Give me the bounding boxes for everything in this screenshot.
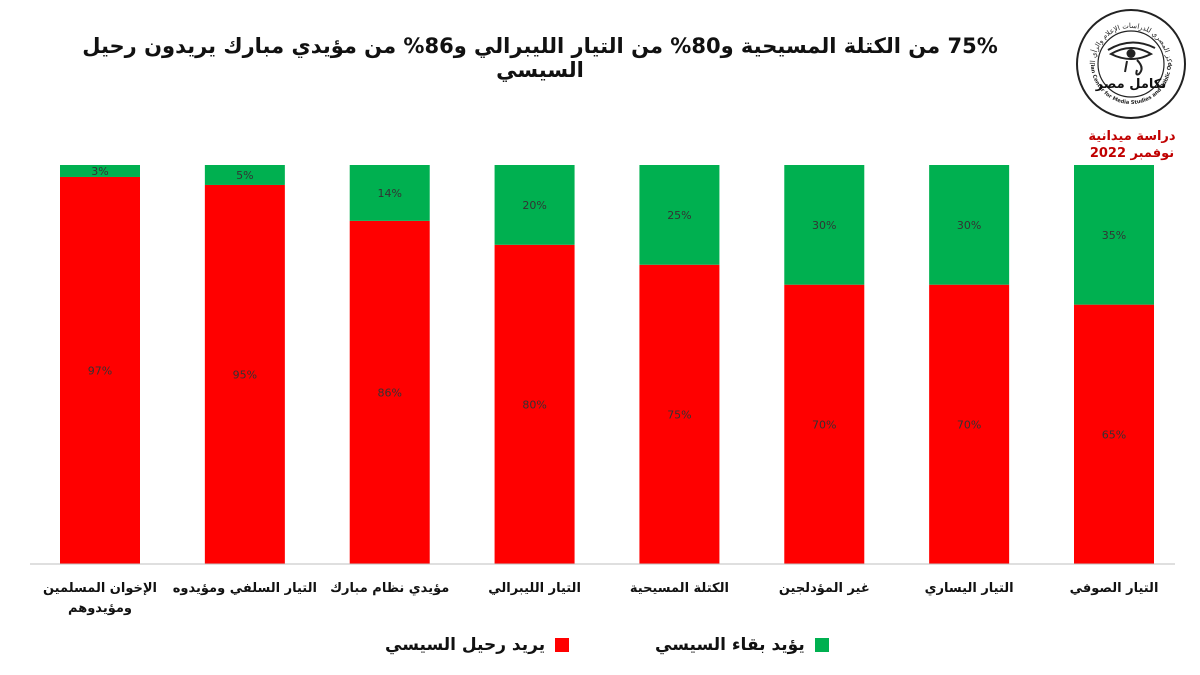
legend-item-leave: يريد رحيل السيسي: [385, 632, 570, 658]
bar-stay-2: [784, 165, 865, 285]
legend-item-stay: يؤيد بقاء السيسي: [655, 632, 829, 658]
data-label-stay-1: 30%: [957, 219, 981, 232]
eye-of-horus-icon: [1107, 41, 1156, 76]
data-label-stay-6: 5%: [236, 169, 253, 182]
category-label-7: الإخوان المسلمين ومؤيدوهم: [43, 581, 157, 616]
category-label-4: التيار الليبرالي: [488, 581, 581, 596]
legend-label-leave: يريد رحيل السيسي: [385, 635, 546, 655]
bar-stay-5: [349, 165, 430, 221]
study-date: نوفمبر 2022: [1089, 146, 1175, 161]
category-label-2: غير المؤدلجين: [779, 581, 870, 596]
data-label-stay-7: 3%: [91, 165, 108, 178]
study-note: دراسة ميدانية نوفمبر 2022: [1080, 128, 1184, 162]
category-label-6: التيار السلفي ومؤيدوه: [173, 581, 317, 596]
data-label-leave-6: 95%: [233, 368, 257, 381]
bar-leave-0: [1074, 304, 1154, 564]
data-label-leave-5: 86%: [377, 386, 401, 399]
bar-stay-7: [60, 165, 140, 177]
bar-stay-4: [494, 165, 575, 245]
bar-leave-3: [639, 264, 720, 564]
data-label-leave-3: 75%: [667, 408, 691, 421]
study-type: دراسة ميدانية: [1088, 129, 1176, 144]
category-label-5: مؤيدي نظام مبارك: [330, 581, 449, 596]
data-label-stay-0: 35%: [1102, 229, 1126, 242]
page-title: 75% من الكتلة المسيحية و80% من التيار ال…: [82, 34, 998, 82]
center-logo: المركز المصري للدراسات الإعلام والرأي ال…: [1075, 8, 1186, 119]
bar-stay-6: [204, 165, 285, 185]
bar-leave-7: [60, 176, 140, 564]
bar-stay-3: [639, 165, 720, 265]
category-label-0: التيار الصوفي: [1070, 581, 1159, 596]
data-label-stay-2: 30%: [812, 219, 836, 232]
bar-stay-1: [929, 165, 1010, 285]
bar-leave-4: [494, 244, 575, 565]
legend-swatch-leave: [555, 638, 570, 652]
data-label-stay-4: 20%: [522, 199, 546, 212]
bar-stay-0: [1074, 165, 1154, 305]
data-label-stay-5: 14%: [377, 187, 401, 200]
logo-brand-text: تكامل مصر: [1095, 77, 1166, 92]
data-label-stay-3: 25%: [667, 209, 691, 222]
bar-leave-5: [349, 220, 430, 565]
legend-swatch-stay: [814, 638, 829, 652]
category-label-1: التيار اليساري: [925, 581, 1014, 596]
bar-leave-2: [784, 284, 865, 564]
data-label-leave-2: 70%: [812, 418, 836, 431]
data-label-leave-7: 97%: [88, 364, 112, 377]
bar-leave-6: [204, 184, 285, 564]
legend-label-stay: يؤيد بقاء السيسي: [655, 635, 805, 655]
bar-leave-1: [929, 284, 1010, 564]
data-label-leave-4: 80%: [522, 398, 546, 411]
data-label-leave-0: 65%: [1102, 428, 1126, 441]
category-label-3: الكتلة المسيحية: [630, 581, 729, 596]
data-label-leave-1: 70%: [957, 418, 981, 431]
